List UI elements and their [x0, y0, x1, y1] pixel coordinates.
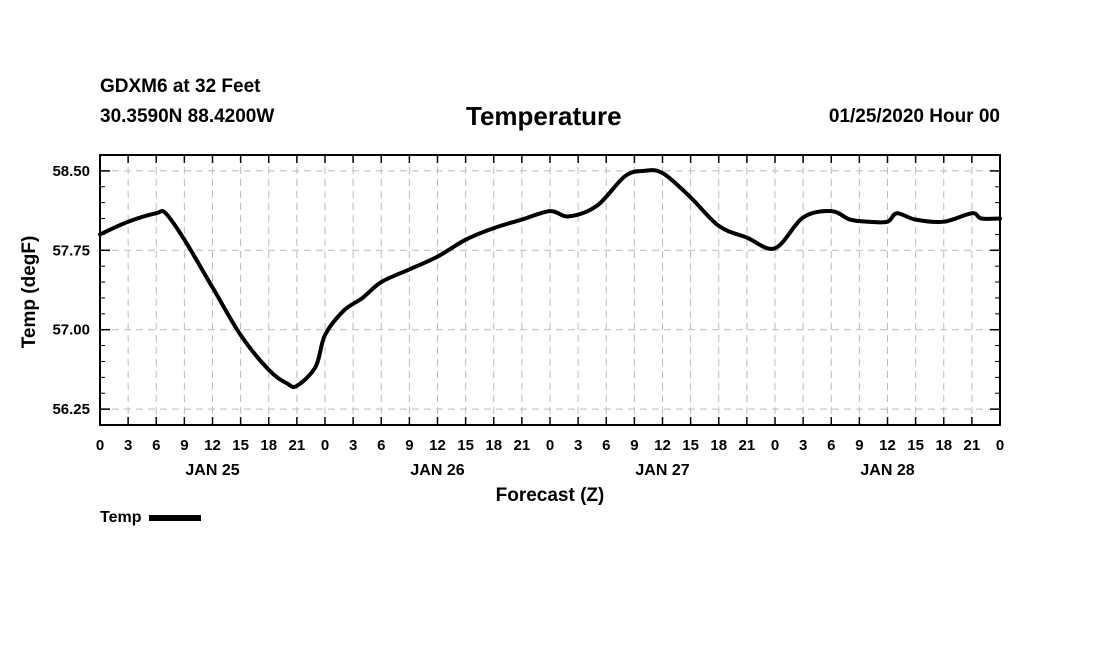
y-axis-label: Temp (degF) — [19, 236, 40, 349]
x-tick-label: 9 — [630, 437, 638, 454]
x-tick-label: 18 — [710, 437, 727, 454]
x-tick-label: 6 — [377, 437, 385, 454]
x-tick-label: 15 — [457, 437, 474, 454]
x-tick-label: 18 — [935, 437, 952, 454]
x-tick-label: 0 — [546, 437, 554, 454]
x-tick-label: 9 — [180, 437, 188, 454]
x-tick-label: 12 — [429, 437, 446, 454]
x-axis-label: Forecast (Z) — [496, 485, 605, 506]
x-day-label: JAN 27 — [635, 462, 689, 479]
x-tick-label: 3 — [574, 437, 582, 454]
x-tick-label: 15 — [232, 437, 249, 454]
legend-swatch-temp — [149, 515, 202, 521]
x-tick-label: 21 — [739, 437, 756, 454]
x-tick-label: 6 — [152, 437, 160, 454]
x-tick-label: 0 — [996, 437, 1004, 454]
x-tick-label: 21 — [289, 437, 306, 454]
x-day-label: JAN 26 — [410, 462, 464, 479]
forecast-datestamp: 01/25/2020 Hour 00 — [828, 106, 1000, 127]
x-day-label: JAN 28 — [860, 462, 914, 479]
y-tick-label: 57.00 — [52, 322, 90, 339]
x-tick-label: 3 — [124, 437, 132, 454]
axes: 0 3 6 9 12 15 18 21 0 3 6 9 12 15 18 21 0 3 6 9 12 15 18 21 0 3 6 9… — [52, 154, 1004, 479]
x-tick-label: 0 — [96, 437, 104, 454]
y-tick-label: 57.75 — [52, 242, 90, 259]
x-tick-label: 15 — [907, 437, 924, 454]
x-tick-label: 0 — [321, 437, 329, 454]
x-tick-label: 15 — [682, 437, 699, 454]
grid — [100, 155, 1000, 425]
x-tick-label: 6 — [602, 437, 610, 454]
x-tick-label: 6 — [827, 437, 835, 454]
temp-series-line — [98, 168, 1002, 390]
x-tick-label: 3 — [799, 437, 807, 454]
x-tick-label: 12 — [204, 437, 221, 454]
coordinates-label: 30.3590N 88.4200W — [100, 106, 275, 127]
y-tick-label: 58.50 — [52, 163, 90, 180]
x-tick-label: 12 — [654, 437, 671, 454]
y-tick-label: 56.25 — [52, 401, 90, 418]
x-day-label: JAN 25 — [185, 462, 239, 479]
x-tick-label: 0 — [771, 437, 779, 454]
legend-label-temp: Temp — [100, 509, 142, 526]
x-tick-label: 9 — [405, 437, 413, 454]
chart-title: Temperature — [466, 101, 622, 131]
x-tick-label: 9 — [855, 437, 863, 454]
x-tick-label: 21 — [964, 437, 981, 454]
legend: Temp — [100, 509, 202, 527]
x-tick-label: 18 — [485, 437, 502, 454]
x-tick-label: 12 — [879, 437, 896, 454]
station-label: GDXM6 at 32 Feet — [100, 76, 261, 97]
x-tick-label: 3 — [349, 437, 357, 454]
x-tick-label: 18 — [260, 437, 277, 454]
x-tick-label: 21 — [514, 437, 531, 454]
